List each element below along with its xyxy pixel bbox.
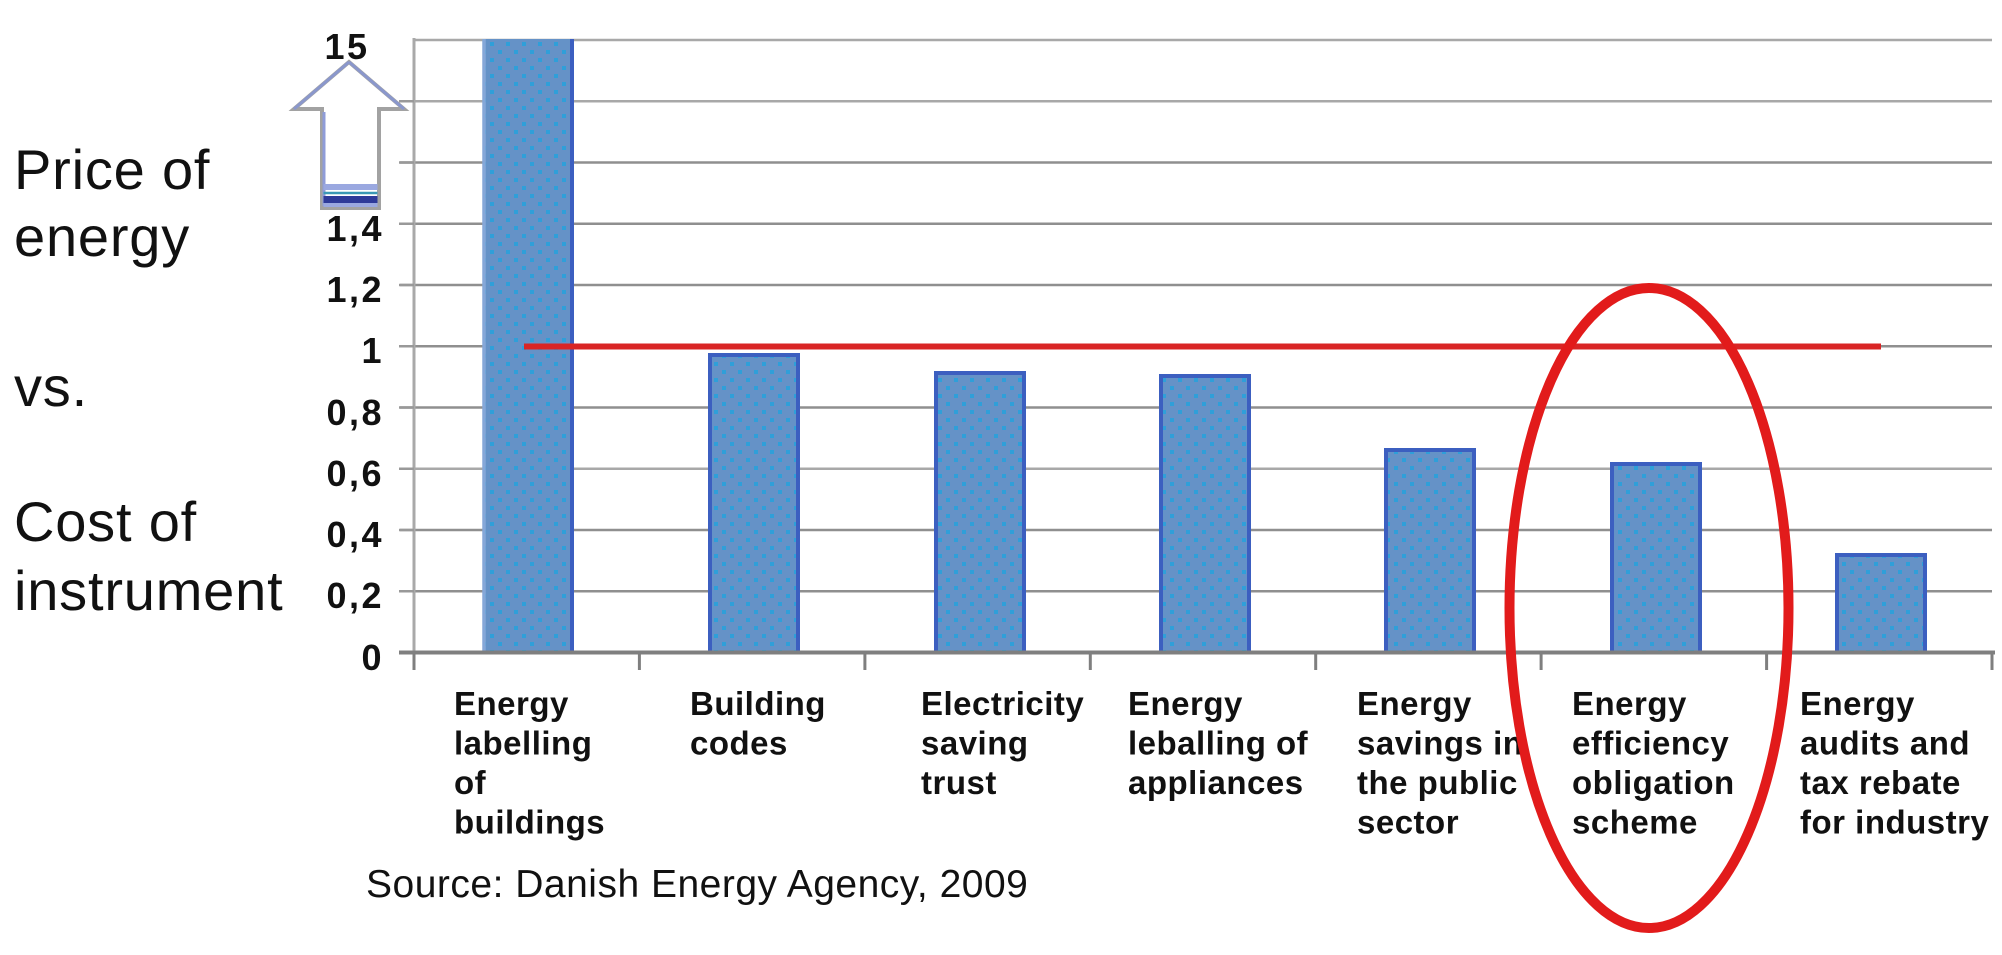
svg-text:energy: energy <box>14 205 190 268</box>
svg-text:Cost of: Cost of <box>14 490 197 553</box>
svg-text:labelling: labelling <box>454 725 592 762</box>
svg-text:Building: Building <box>690 685 826 722</box>
svg-text:1: 1 <box>361 330 384 371</box>
svg-text:0: 0 <box>361 637 384 678</box>
svg-text:Source: Danish Energy Agency,: Source: Danish Energy Agency, 2009 <box>366 863 1028 906</box>
svg-text:trust: trust <box>921 764 997 801</box>
svg-text:0,2: 0,2 <box>326 575 384 616</box>
svg-text:obligation: obligation <box>1572 764 1735 801</box>
svg-text:sector: sector <box>1357 804 1459 841</box>
svg-text:1,2: 1,2 <box>326 269 384 310</box>
svg-text:codes: codes <box>690 725 788 762</box>
svg-text:leballing of: leballing of <box>1128 725 1309 762</box>
svg-text:tax rebate: tax rebate <box>1800 764 1961 801</box>
svg-text:buildings: buildings <box>454 804 605 841</box>
svg-text:1,4: 1,4 <box>326 208 384 249</box>
svg-text:Energy: Energy <box>1128 685 1243 722</box>
svg-text:0,8: 0,8 <box>326 392 384 433</box>
svg-text:Price of: Price of <box>14 138 210 201</box>
svg-text:for industry: for industry <box>1800 804 1989 841</box>
svg-text:15: 15 <box>324 26 369 67</box>
svg-text:0,6: 0,6 <box>326 453 384 494</box>
svg-text:the public: the public <box>1357 764 1518 801</box>
svg-text:Energy: Energy <box>454 685 569 722</box>
svg-text:appliances: appliances <box>1128 764 1304 801</box>
svg-text:of: of <box>454 764 487 801</box>
svg-text:Electricity: Electricity <box>921 685 1084 722</box>
svg-text:audits and: audits and <box>1800 725 1970 762</box>
svg-text:efficiency: efficiency <box>1572 725 1729 762</box>
svg-text:instrument: instrument <box>14 559 283 622</box>
svg-text:Energy: Energy <box>1357 685 1472 722</box>
svg-text:vs.: vs. <box>14 355 88 418</box>
svg-text:Energy: Energy <box>1800 685 1915 722</box>
svg-text:0,4: 0,4 <box>326 514 384 555</box>
svg-text:scheme: scheme <box>1572 804 1698 841</box>
svg-text:saving: saving <box>921 725 1029 762</box>
svg-text:Energy: Energy <box>1572 685 1687 722</box>
svg-text:savings in: savings in <box>1357 725 1523 762</box>
